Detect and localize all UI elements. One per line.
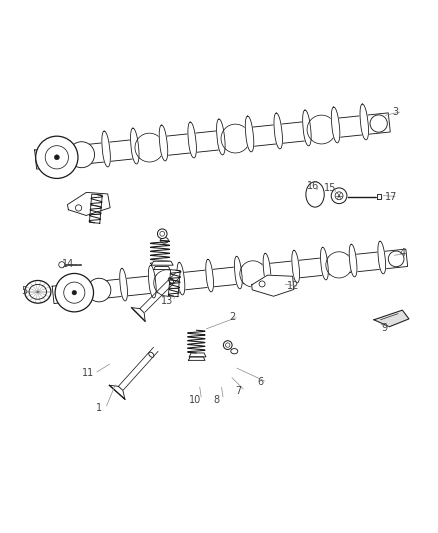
Polygon shape <box>188 122 196 158</box>
Ellipse shape <box>231 349 238 354</box>
Polygon shape <box>331 107 340 143</box>
Circle shape <box>75 205 82 211</box>
Polygon shape <box>274 113 283 149</box>
Circle shape <box>64 282 85 303</box>
Polygon shape <box>378 241 385 274</box>
Polygon shape <box>177 262 185 295</box>
Circle shape <box>223 341 232 350</box>
Polygon shape <box>303 110 311 146</box>
Polygon shape <box>131 308 145 321</box>
Circle shape <box>157 229 167 239</box>
Polygon shape <box>159 125 168 161</box>
Circle shape <box>154 270 180 296</box>
Polygon shape <box>189 353 206 357</box>
Circle shape <box>45 146 68 169</box>
Text: 17: 17 <box>385 192 398 201</box>
Polygon shape <box>321 247 328 280</box>
Polygon shape <box>148 265 156 298</box>
Polygon shape <box>153 266 170 270</box>
Text: 1: 1 <box>96 403 102 414</box>
Circle shape <box>72 290 77 295</box>
Polygon shape <box>234 256 242 289</box>
Circle shape <box>307 115 336 144</box>
Circle shape <box>240 261 266 287</box>
Polygon shape <box>245 116 254 152</box>
Circle shape <box>54 155 60 160</box>
Polygon shape <box>206 260 213 292</box>
Text: 10: 10 <box>189 394 201 405</box>
Polygon shape <box>168 270 180 296</box>
Text: 16: 16 <box>307 181 319 191</box>
Circle shape <box>135 133 164 162</box>
Text: 5: 5 <box>21 286 28 295</box>
Circle shape <box>226 343 230 348</box>
Circle shape <box>87 278 111 302</box>
Circle shape <box>388 251 404 266</box>
Ellipse shape <box>306 182 324 207</box>
Polygon shape <box>89 194 102 223</box>
Circle shape <box>259 281 265 287</box>
Polygon shape <box>263 253 271 286</box>
Ellipse shape <box>29 285 46 299</box>
Circle shape <box>55 273 94 312</box>
Text: 12: 12 <box>287 281 300 291</box>
Polygon shape <box>35 113 390 169</box>
Circle shape <box>160 231 165 236</box>
Text: 3: 3 <box>393 107 399 117</box>
Polygon shape <box>252 275 294 296</box>
Circle shape <box>69 142 95 168</box>
Polygon shape <box>188 357 205 360</box>
Circle shape <box>326 252 352 278</box>
Text: 11: 11 <box>82 368 94 378</box>
Text: 4: 4 <box>399 248 406 259</box>
Circle shape <box>36 136 78 179</box>
Text: 7: 7 <box>236 386 242 396</box>
Ellipse shape <box>168 278 174 283</box>
Polygon shape <box>102 131 110 167</box>
Polygon shape <box>360 104 368 140</box>
Text: 6: 6 <box>258 377 264 387</box>
Polygon shape <box>377 194 381 199</box>
Text: 2: 2 <box>229 312 235 322</box>
Ellipse shape <box>149 352 154 357</box>
Ellipse shape <box>25 280 51 303</box>
Text: 13: 13 <box>160 296 173 306</box>
Polygon shape <box>217 119 225 155</box>
Polygon shape <box>374 310 409 327</box>
Polygon shape <box>67 192 110 215</box>
Circle shape <box>331 188 347 204</box>
Circle shape <box>370 115 387 132</box>
Polygon shape <box>110 385 125 399</box>
Circle shape <box>59 262 65 268</box>
Polygon shape <box>151 261 173 265</box>
Polygon shape <box>292 251 300 283</box>
Polygon shape <box>120 268 127 301</box>
Circle shape <box>335 192 343 200</box>
Polygon shape <box>52 249 408 304</box>
Text: 15: 15 <box>324 183 336 193</box>
Circle shape <box>221 124 250 153</box>
Text: 9: 9 <box>382 322 388 333</box>
Ellipse shape <box>160 238 168 243</box>
Polygon shape <box>349 244 357 277</box>
Polygon shape <box>131 128 139 164</box>
Text: 8: 8 <box>214 394 220 405</box>
Text: 14: 14 <box>62 260 74 269</box>
